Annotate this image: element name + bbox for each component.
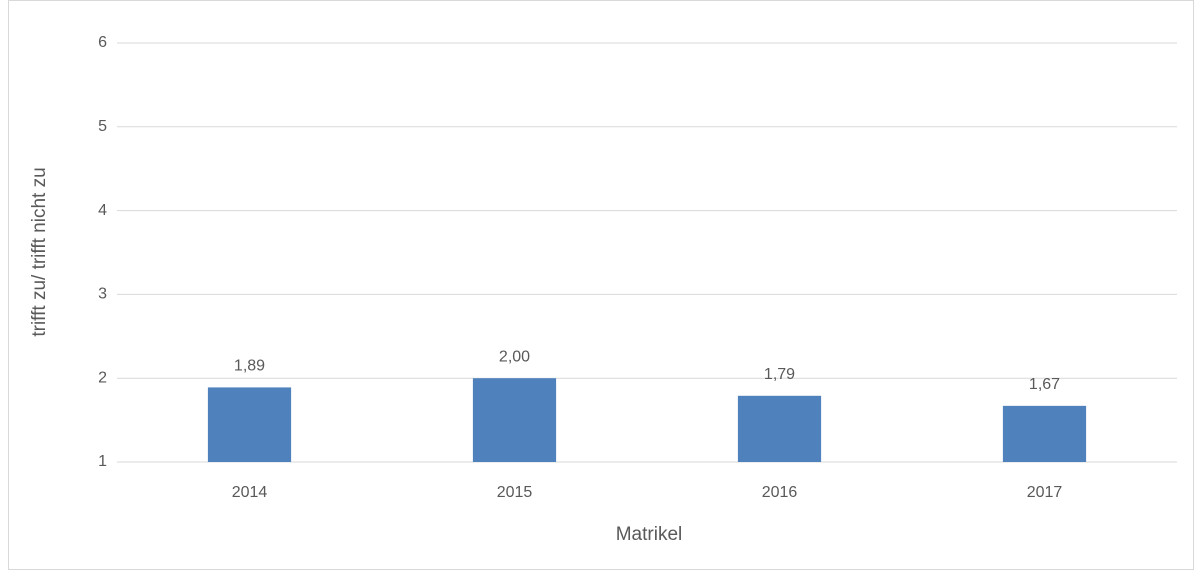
- bar: [737, 395, 822, 462]
- data-label: 2,00: [499, 348, 530, 365]
- y-tick-label: 4: [98, 202, 107, 219]
- bar: [1002, 405, 1087, 462]
- chart-border: [8, 0, 1194, 570]
- x-axis-label: Matrikel: [616, 524, 683, 545]
- data-label: 1,79: [764, 366, 795, 383]
- x-tick-label: 2016: [762, 484, 798, 501]
- y-tick-label: 6: [98, 34, 107, 51]
- y-tick-label: 3: [98, 286, 107, 303]
- data-label: 1,89: [234, 358, 265, 375]
- x-tick-label: 2017: [1027, 484, 1063, 501]
- x-tick-label: 2015: [497, 484, 533, 501]
- data-label: 1,67: [1029, 376, 1060, 393]
- y-axis-label: trifft zu/ trifft nicht zu: [29, 167, 50, 336]
- bar: [207, 387, 292, 462]
- y-tick-label: 5: [98, 118, 107, 135]
- y-tick-label: 2: [98, 369, 107, 386]
- bar: [472, 378, 557, 462]
- y-tick-label: 1: [98, 453, 107, 470]
- x-tick-label: 2014: [232, 484, 268, 501]
